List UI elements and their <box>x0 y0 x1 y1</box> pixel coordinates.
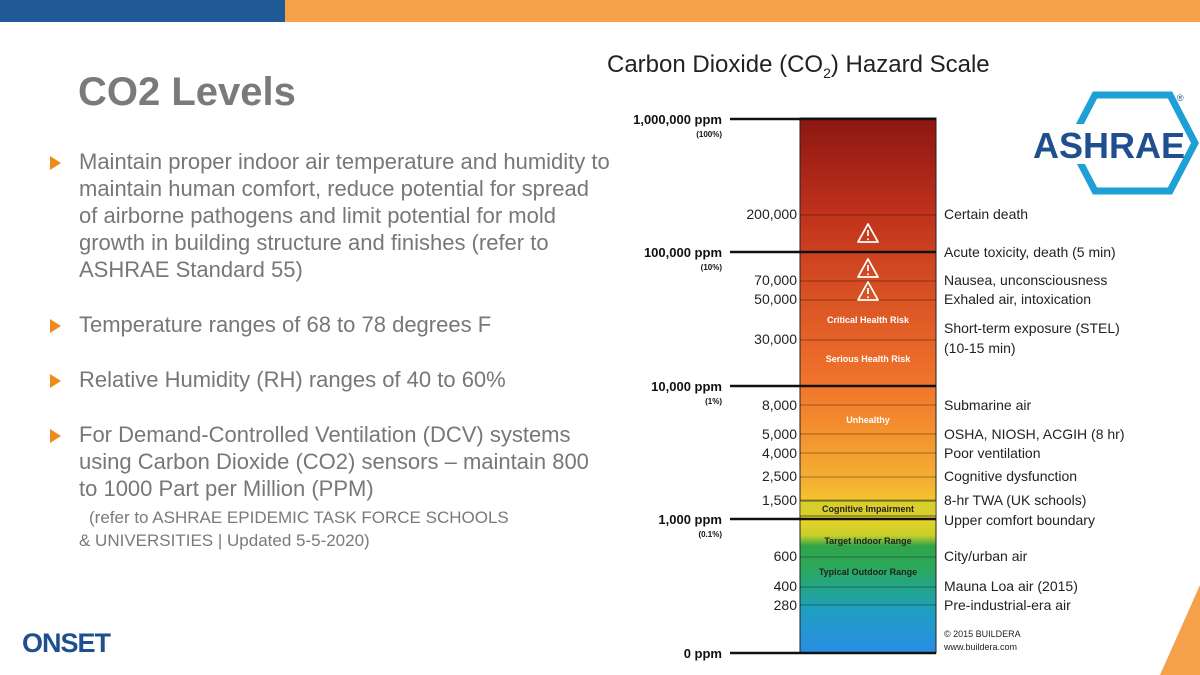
slide-title: CO2 Levels <box>78 70 296 114</box>
level-ppm: 280 <box>774 597 798 613</box>
level-ppm: 70,000 <box>754 272 797 288</box>
warning-icon <box>857 258 879 278</box>
level-desc: 8-hr TWA (UK schools) <box>944 492 1086 508</box>
co2-hazard-scale: Carbon Dioxide (CO2) Hazard Scale ASHRAE… <box>607 51 1199 661</box>
zone-label: Typical Outdoor Range <box>819 567 917 577</box>
tick-sub: (0.1%) <box>698 530 722 539</box>
zone-label: Serious Health Risk <box>826 354 912 364</box>
bullet-arrow-icon <box>50 374 61 388</box>
bullet-item: Relative Humidity (RH) ranges of 40 to 6… <box>50 366 610 393</box>
level-ppm: 50,000 <box>754 291 797 307</box>
bullet-text: Maintain proper indoor air temperature a… <box>79 149 610 282</box>
scale-title: Carbon Dioxide (CO2) Hazard Scale <box>607 51 990 81</box>
level-desc: Mauna Loa air (2015) <box>944 578 1078 594</box>
tick-label: 1,000 ppm <box>658 512 722 527</box>
tick-label: 0 ppm <box>684 646 722 661</box>
level-ppm: 4,000 <box>762 445 797 461</box>
level-desc: Certain death <box>944 206 1028 222</box>
bullet-arrow-icon <box>50 429 61 443</box>
bullet-text: For Demand-Controlled Ventilation (DCV) … <box>79 422 589 501</box>
copyright: © 2015 BUILDERA <box>944 629 1021 639</box>
tick-sub: (100%) <box>696 130 722 139</box>
bullet-arrow-icon <box>50 156 61 170</box>
bullet-list: Maintain proper indoor air temperature a… <box>50 148 610 580</box>
level-ppm: 30,000 <box>754 331 797 347</box>
level-desc: Short-term exposure (STEL) <box>944 320 1120 336</box>
svg-text:®: ® <box>1177 93 1184 103</box>
level-desc: Cognitive dysfunction <box>944 468 1077 484</box>
zone-label: Cognitive Impairment <box>822 504 914 514</box>
tick-label: 10,000 ppm <box>651 379 722 394</box>
corner-accent <box>1160 585 1200 675</box>
onset-logo: ONSET <box>22 628 111 658</box>
svg-text:ASHRAE: ASHRAE <box>1033 125 1185 166</box>
zone-label: Target Indoor Range <box>824 536 911 546</box>
bullet-item: For Demand-Controlled Ventilation (DCV) … <box>50 421 610 552</box>
ashrae-logo: ASHRAE ® <box>1033 91 1199 195</box>
level-desc: Acute toxicity, death (5 min) <box>944 244 1116 260</box>
level-ppm: 400 <box>774 578 798 594</box>
zone-label: Critical Health Risk <box>827 315 910 325</box>
header-bar-blue <box>0 0 285 22</box>
bullet-text: Relative Humidity (RH) ranges of 40 to 6… <box>79 367 506 392</box>
level-ppm: 8,000 <box>762 397 797 413</box>
bullet-item: Temperature ranges of 68 to 78 degrees F <box>50 311 610 338</box>
bullet-note: & UNIVERSITIES | Updated 5-5-2020) <box>79 531 370 550</box>
level-ppm: 1,500 <box>762 492 797 508</box>
tick-sub: (10%) <box>701 263 723 272</box>
level-ppm: 5,000 <box>762 426 797 442</box>
level-desc: City/urban air <box>944 548 1028 564</box>
level-ppm: 600 <box>774 548 798 564</box>
level-ppm: 200,000 <box>746 206 797 222</box>
tick-sub: (1%) <box>705 397 722 406</box>
header-bar-orange <box>285 0 1200 22</box>
website: www.buildera.com <box>943 642 1017 652</box>
level-desc: OSHA, NIOSH, ACGIH (8 hr) <box>944 426 1124 442</box>
tick-label: 100,000 ppm <box>644 245 722 260</box>
level-desc: Submarine air <box>944 397 1031 413</box>
level-ppm: 2,500 <box>762 468 797 484</box>
tick-label: 1,000,000 ppm <box>633 112 722 127</box>
bullet-arrow-icon <box>50 319 61 333</box>
level-desc: (10-15 min) <box>944 340 1016 356</box>
warning-icon <box>857 281 879 301</box>
level-desc: Pre-industrial-era air <box>944 597 1071 613</box>
level-desc: Exhaled air, intoxication <box>944 291 1091 307</box>
bullet-item: Maintain proper indoor air temperature a… <box>50 148 610 283</box>
level-desc: Poor ventilation <box>944 445 1041 461</box>
bullet-note: (refer to ASHRAE EPIDEMIC TASK FORCE SCH… <box>89 508 509 527</box>
zone-label: Unhealthy <box>846 415 890 425</box>
bullet-text: Temperature ranges of 68 to 78 degrees F <box>79 312 492 337</box>
level-desc: Nausea, unconsciousness <box>944 272 1107 288</box>
warning-icon <box>857 223 879 243</box>
level-desc: Upper comfort boundary <box>944 512 1095 528</box>
